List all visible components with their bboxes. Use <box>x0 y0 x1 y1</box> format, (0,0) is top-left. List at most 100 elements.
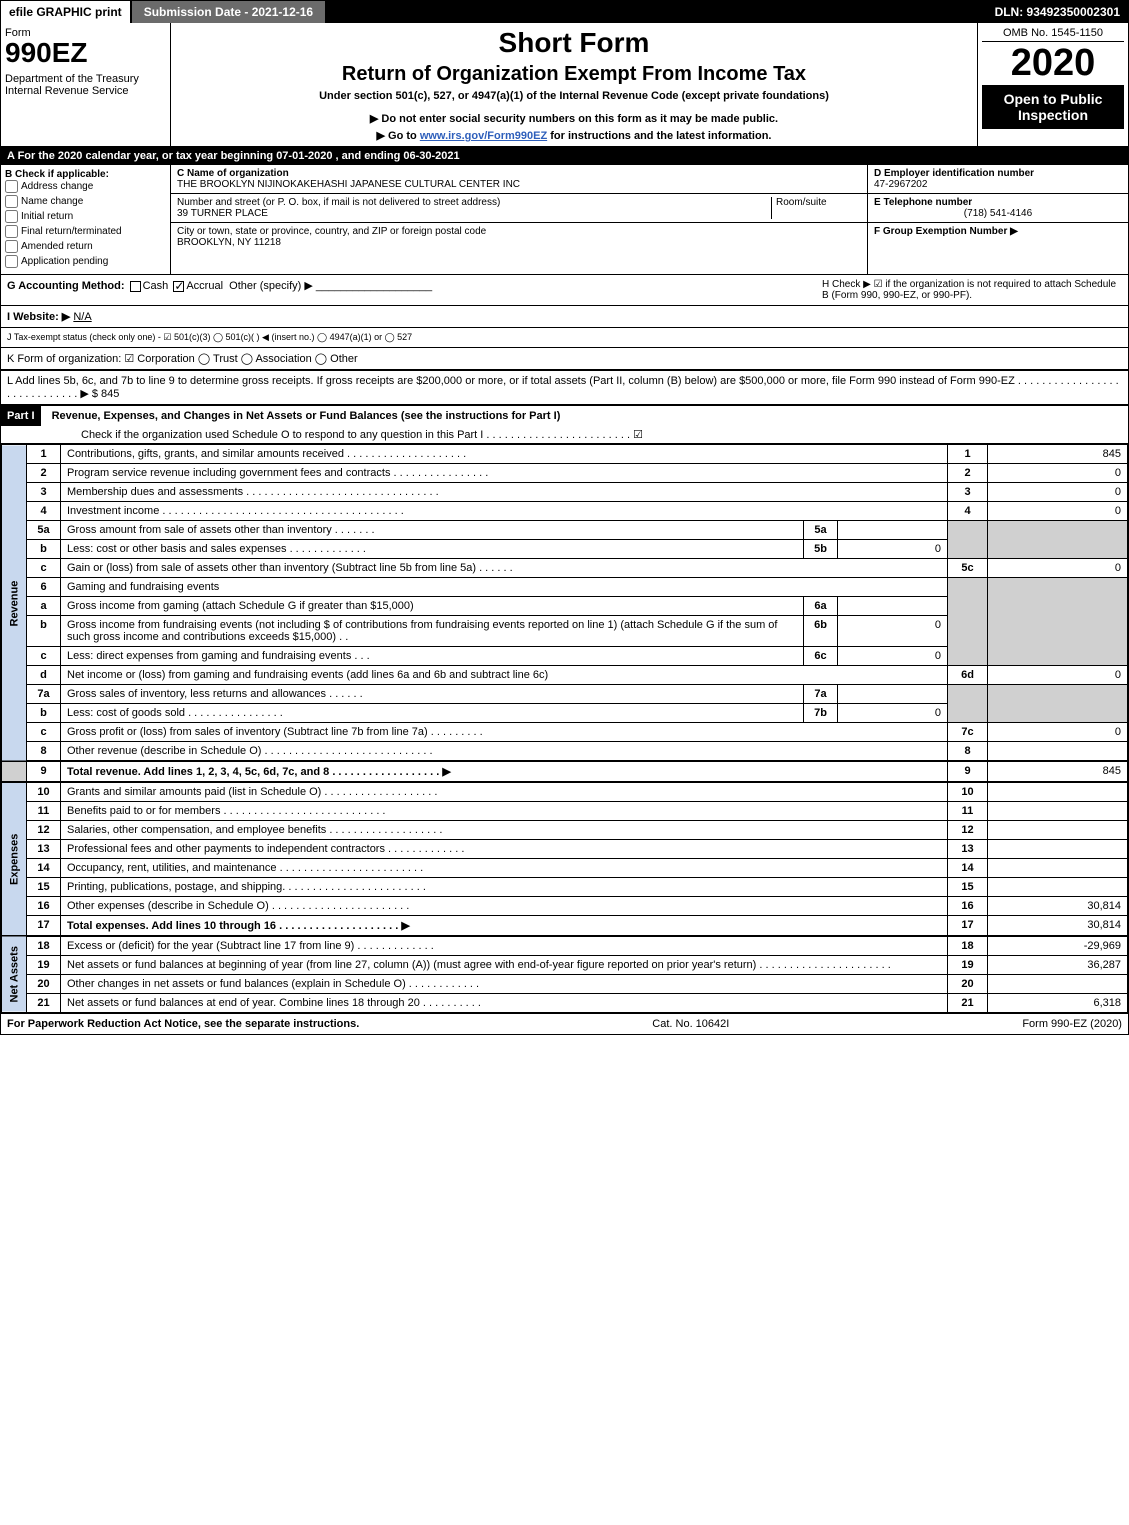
l-line: L Add lines 5b, 6c, and 7b to line 9 to … <box>1 371 1128 406</box>
ln7b-sub: 7b <box>804 704 838 723</box>
ln2-num: 2 <box>27 464 61 483</box>
opt-final: Final return/terminated <box>21 226 122 237</box>
cash-label: Cash <box>143 280 169 292</box>
phone: (718) 541-4146 <box>874 208 1122 219</box>
ln11-code: 11 <box>948 802 988 821</box>
grey-5b <box>988 521 1128 559</box>
g-label: G Accounting Method: <box>7 280 125 292</box>
form-table: Revenue 1 Contributions, gifts, grants, … <box>1 444 1128 1013</box>
net-sidebar: Net Assets <box>2 936 27 1013</box>
city: BROOKLYN, NY 11218 <box>177 237 281 248</box>
ln18-num: 18 <box>27 936 61 956</box>
pra-notice: For Paperwork Reduction Act Notice, see … <box>7 1018 359 1030</box>
ln3-desc: Membership dues and assessments . . . . … <box>61 483 948 502</box>
form-ref: Form 990-EZ (2020) <box>1022 1018 1122 1030</box>
ln2-code: 2 <box>948 464 988 483</box>
ln7a-desc: Gross sales of inventory, less returns a… <box>61 685 804 704</box>
ln3-amt: 0 <box>988 483 1128 502</box>
ln6a-subval <box>838 597 948 616</box>
ln4-num: 4 <box>27 502 61 521</box>
under-section: Under section 501(c), 527, or 4947(a)(1)… <box>175 90 973 102</box>
ln6c-num: c <box>27 647 61 666</box>
j-line: J Tax-exempt status (check only one) - ☑… <box>1 328 1128 348</box>
ln6-num: 6 <box>27 578 61 597</box>
ln15-code: 15 <box>948 878 988 897</box>
website-value: N/A <box>73 311 91 323</box>
goto-line: ▶ Go to www.irs.gov/Form990EZ for instru… <box>175 129 973 142</box>
name-change-checkbox[interactable] <box>5 195 18 208</box>
ln6c-desc: Less: direct expenses from gaming and fu… <box>61 647 804 666</box>
ln15-num: 15 <box>27 878 61 897</box>
ln12-num: 12 <box>27 821 61 840</box>
app-pending-checkbox[interactable] <box>5 255 18 268</box>
ln12-amt <box>988 821 1128 840</box>
return-title: Return of Organization Exempt From Incom… <box>175 63 973 86</box>
ln14-code: 14 <box>948 859 988 878</box>
ln5b-desc: Less: cost or other basis and sales expe… <box>61 540 804 559</box>
part1-header: Part I Revenue, Expenses, and Changes in… <box>1 406 1128 444</box>
opt-name: Name change <box>21 196 83 207</box>
omb-number: OMB No. 1545-1150 <box>982 27 1124 42</box>
section-c: C Name of organization THE BROOKLYN NIJI… <box>171 165 868 274</box>
rev-end <box>2 761 27 782</box>
other-label: Other (specify) ▶ <box>229 280 313 292</box>
short-form-title: Short Form <box>175 27 973 59</box>
footer: For Paperwork Reduction Act Notice, see … <box>1 1013 1128 1034</box>
final-return-checkbox[interactable] <box>5 225 18 238</box>
ln9-amt: 845 <box>988 761 1128 782</box>
k-line: K Form of organization: ☑ Corporation ◯ … <box>1 348 1128 371</box>
ln21-num: 21 <box>27 994 61 1013</box>
ln7c-amt: 0 <box>988 723 1128 742</box>
ln21-desc: Net assets or fund balances at end of ye… <box>61 994 948 1013</box>
ln17-num: 17 <box>27 916 61 937</box>
cash-checkbox[interactable] <box>130 281 141 292</box>
section-a: A For the 2020 calendar year, or tax yea… <box>1 147 1128 165</box>
opt-initial: Initial return <box>21 211 73 222</box>
ln14-amt <box>988 859 1128 878</box>
group-label: F Group Exemption Number ▶ <box>874 226 1018 237</box>
irs-link[interactable]: www.irs.gov/Form990EZ <box>420 130 547 142</box>
ln4-amt: 0 <box>988 502 1128 521</box>
accrual-checkbox[interactable] <box>173 281 184 292</box>
ln6d-desc: Net income or (loss) from gaming and fun… <box>61 666 948 685</box>
ln6a-sub: 6a <box>804 597 838 616</box>
ln4-desc: Investment income . . . . . . . . . . . … <box>61 502 948 521</box>
ln7b-subval: 0 <box>838 704 948 723</box>
org-name: THE BROOKLYN NIJINOKAKEHASHI JAPANESE CU… <box>177 179 520 190</box>
ln6b-sub: 6b <box>804 616 838 647</box>
ln5c-amt: 0 <box>988 559 1128 578</box>
opt-pending: Application pending <box>21 256 108 267</box>
ln4-code: 4 <box>948 502 988 521</box>
ln10-num: 10 <box>27 782 61 802</box>
dln: DLN: 93492350002301 <box>987 1 1128 23</box>
ln12-desc: Salaries, other compensation, and employ… <box>61 821 948 840</box>
grey-7b <box>988 685 1128 723</box>
ln10-amt <box>988 782 1128 802</box>
ln10-desc: Grants and similar amounts paid (list in… <box>61 782 948 802</box>
expenses-sidebar: Expenses <box>2 782 27 936</box>
ln5b-sub: 5b <box>804 540 838 559</box>
grey-6b <box>988 578 1128 666</box>
ln7c-desc: Gross profit or (loss) from sales of inv… <box>61 723 948 742</box>
revenue-sidebar: Revenue <box>2 445 27 762</box>
ln5c-num: c <box>27 559 61 578</box>
ln12-code: 12 <box>948 821 988 840</box>
ln5c-desc: Gain or (loss) from sale of assets other… <box>61 559 948 578</box>
address-change-checkbox[interactable] <box>5 180 18 193</box>
amended-return-checkbox[interactable] <box>5 240 18 253</box>
ln8-desc: Other revenue (describe in Schedule O) .… <box>61 742 948 762</box>
ssn-warning: ▶ Do not enter social security numbers o… <box>175 112 973 125</box>
ln11-desc: Benefits paid to or for members . . . . … <box>61 802 948 821</box>
initial-return-checkbox[interactable] <box>5 210 18 223</box>
ln9-num: 9 <box>27 761 61 782</box>
ln13-num: 13 <box>27 840 61 859</box>
ln1-desc: Contributions, gifts, grants, and simila… <box>61 445 948 464</box>
ln7c-num: c <box>27 723 61 742</box>
ln18-desc: Excess or (deficit) for the year (Subtra… <box>61 936 948 956</box>
tax-year: 2020 <box>982 42 1124 85</box>
ln8-num: 8 <box>27 742 61 762</box>
ln21-amt: 6,318 <box>988 994 1128 1013</box>
ln5b-num: b <box>27 540 61 559</box>
section-b-title: B Check if applicable: <box>5 169 166 180</box>
ln6a-num: a <box>27 597 61 616</box>
